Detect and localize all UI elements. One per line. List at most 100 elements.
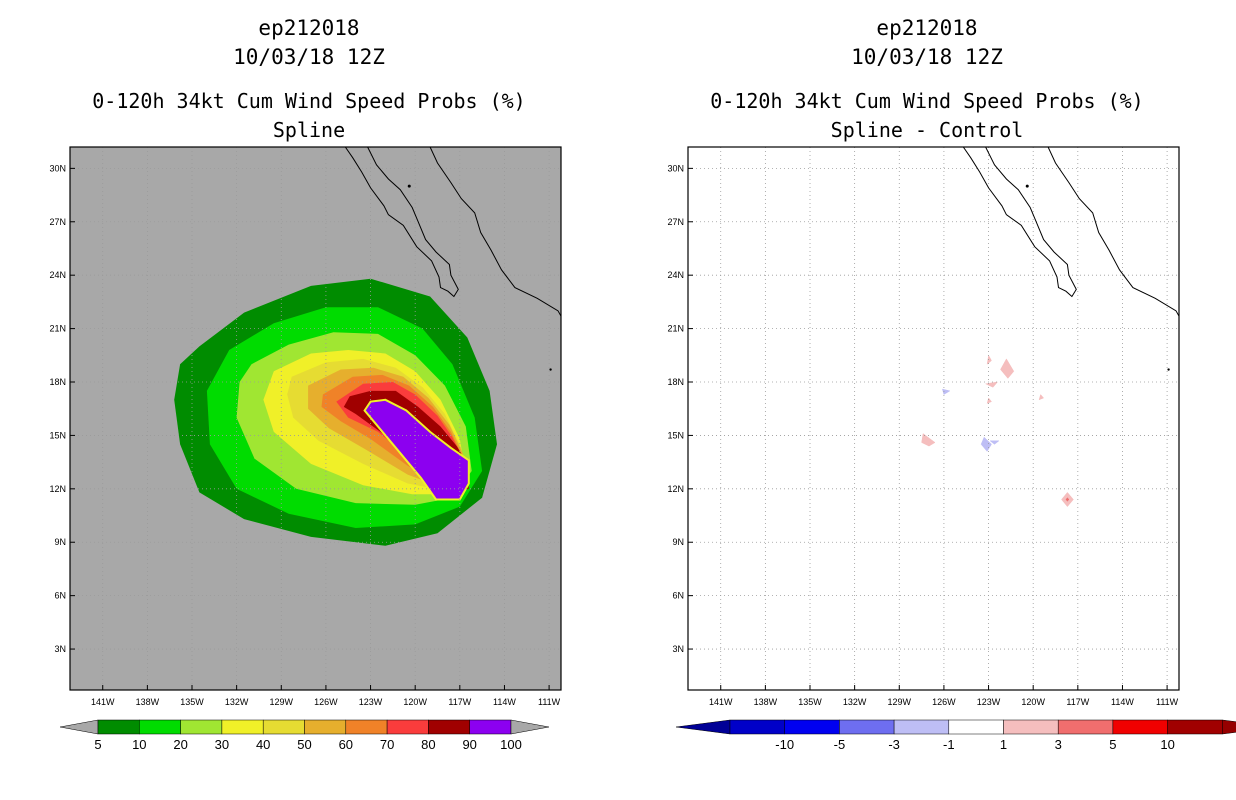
contour-90 [363, 398, 470, 501]
anomaly-4 [921, 433, 936, 447]
y-tick-label: 30N [667, 163, 684, 173]
x-tick-label: 120W [403, 697, 427, 707]
y-tick-label: 27N [49, 217, 66, 227]
coastline [344, 147, 459, 298]
plot-frame [687, 146, 1180, 691]
x-tick-label: 135W [798, 697, 822, 707]
colorbar-label: 30 [215, 737, 229, 752]
plot-area [688, 147, 1179, 690]
plot-layer [70, 147, 561, 690]
x-tick-label: 117W [448, 697, 471, 707]
difference-map: 141W 138W 135W 132W 129W 126W 123W 120W 117W 114W… [667, 146, 1236, 752]
island [407, 184, 411, 188]
colorbar-swatch [839, 719, 895, 735]
x-tick-label: 138W [136, 697, 160, 707]
colorbar-swatch [428, 719, 470, 735]
colorbar-end [1222, 719, 1236, 735]
coastline [429, 147, 561, 317]
x-tick-label: 111W [538, 697, 561, 707]
colorbar-swatch [729, 719, 785, 735]
colorbar-label: 70 [380, 737, 394, 752]
colorbar-label: 100 [500, 737, 522, 752]
colorbar-swatch [893, 719, 950, 735]
anomaly-8 [1038, 393, 1045, 401]
colorbar-label: -1 [943, 737, 955, 752]
x-tick-label: 126W [314, 697, 338, 707]
anomaly-1 [984, 381, 999, 388]
x-tick-label: 138W [754, 697, 778, 707]
colorbar-label: 60 [339, 737, 353, 752]
anomaly-7 [986, 397, 992, 404]
y-tick-label: 3N [672, 644, 684, 654]
colorbar-label: 3 [1055, 737, 1062, 752]
colorbar-label: 40 [256, 737, 270, 752]
y-tick-label: 12N [49, 484, 66, 494]
storm-id: ep212018 [876, 16, 978, 40]
x-tick-label: 117W [1066, 697, 1089, 707]
y-tick-label: 15N [667, 430, 684, 440]
colorbar-label: 90 [462, 737, 476, 752]
x-tick-label: 114W [493, 697, 516, 707]
colorbar-swatch [304, 719, 347, 735]
colorbar-swatch [1057, 719, 1114, 735]
x-tick-label: 114W [1111, 697, 1134, 707]
y-tick-label: 15N [49, 430, 66, 440]
x-tick-label: 141W [709, 697, 733, 707]
x-tick-label: 123W [359, 697, 383, 707]
colorbar-swatch [221, 719, 264, 735]
colorbar-end [59, 719, 99, 735]
colorbar-label: 20 [173, 737, 187, 752]
y-tick-label: 24N [667, 270, 684, 280]
y-tick-label: 9N [54, 537, 66, 547]
colorbar-swatch [1167, 719, 1223, 735]
colorbar-swatch [948, 719, 1004, 735]
colorbar-swatch [97, 719, 140, 735]
forecast-datetime: 10/03/18 12Z [851, 45, 1003, 69]
colorbar-swatch [1112, 719, 1168, 735]
colorbar-label: -10 [775, 737, 794, 752]
island [1025, 184, 1029, 188]
y-tick-label: 18N [49, 377, 66, 387]
colorbar-label: -3 [888, 737, 900, 752]
colorbar-swatch [469, 719, 512, 735]
colorbar-label: -5 [834, 737, 846, 752]
storm-id: ep212018 [258, 16, 360, 40]
colorbar-swatch [262, 719, 305, 735]
x-tick-label: 120W [1021, 697, 1045, 707]
y-tick-label: 24N [49, 270, 66, 280]
plot-layer [688, 147, 1179, 690]
colorbar-swatch [180, 719, 223, 735]
colorbar-label: 1 [1000, 737, 1007, 752]
x-tick-label: 123W [977, 697, 1001, 707]
x-tick-label: 141W [91, 697, 115, 707]
x-tick-label: 126W [932, 697, 956, 707]
left-panel: ep212018 10/03/18 12Z 0-120h 34kt Cum Wi… [49, 16, 562, 752]
y-tick-label: 21N [49, 324, 66, 334]
colorbar-swatch [386, 719, 429, 735]
coastline [962, 147, 1077, 298]
x-tick-label: 129W [888, 697, 912, 707]
x-tick-label: 111W [1156, 697, 1179, 707]
colorbar-label: 50 [297, 737, 311, 752]
anomaly-6 [989, 440, 1000, 445]
x-tick-label: 129W [270, 697, 294, 707]
chart-subtitle: Spline - Control [830, 118, 1024, 142]
x-tick-label: 135W [180, 697, 204, 707]
y-tick-label: 12N [667, 484, 684, 494]
chart-subtitle: Spline [272, 118, 346, 142]
y-tick-label: 6N [672, 591, 684, 601]
plot-frame [69, 146, 562, 691]
anomaly-10 [1065, 497, 1070, 502]
y-tick-label: 3N [54, 644, 66, 654]
colorbar-end [510, 719, 550, 735]
chart-title: 0-120h 34kt Cum Wind Speed Probs (%) [92, 89, 526, 113]
colorbar-label: 5 [94, 737, 101, 752]
forecast-datetime: 10/03/18 12Z [233, 45, 385, 69]
x-tick-label: 132W [225, 697, 249, 707]
right-panel: ep212018 10/03/18 12Z 0-120h 34kt Cum Wi… [618, 0, 1236, 800]
x-tick-label: 132W [843, 697, 867, 707]
y-tick-label: 9N [672, 537, 684, 547]
y-tick-label: 6N [54, 591, 66, 601]
probability-map: 141W 138W 135W 132W 129W 126W 123W 120W 117W 114W… [49, 146, 562, 752]
colorbar-swatch [139, 719, 181, 735]
